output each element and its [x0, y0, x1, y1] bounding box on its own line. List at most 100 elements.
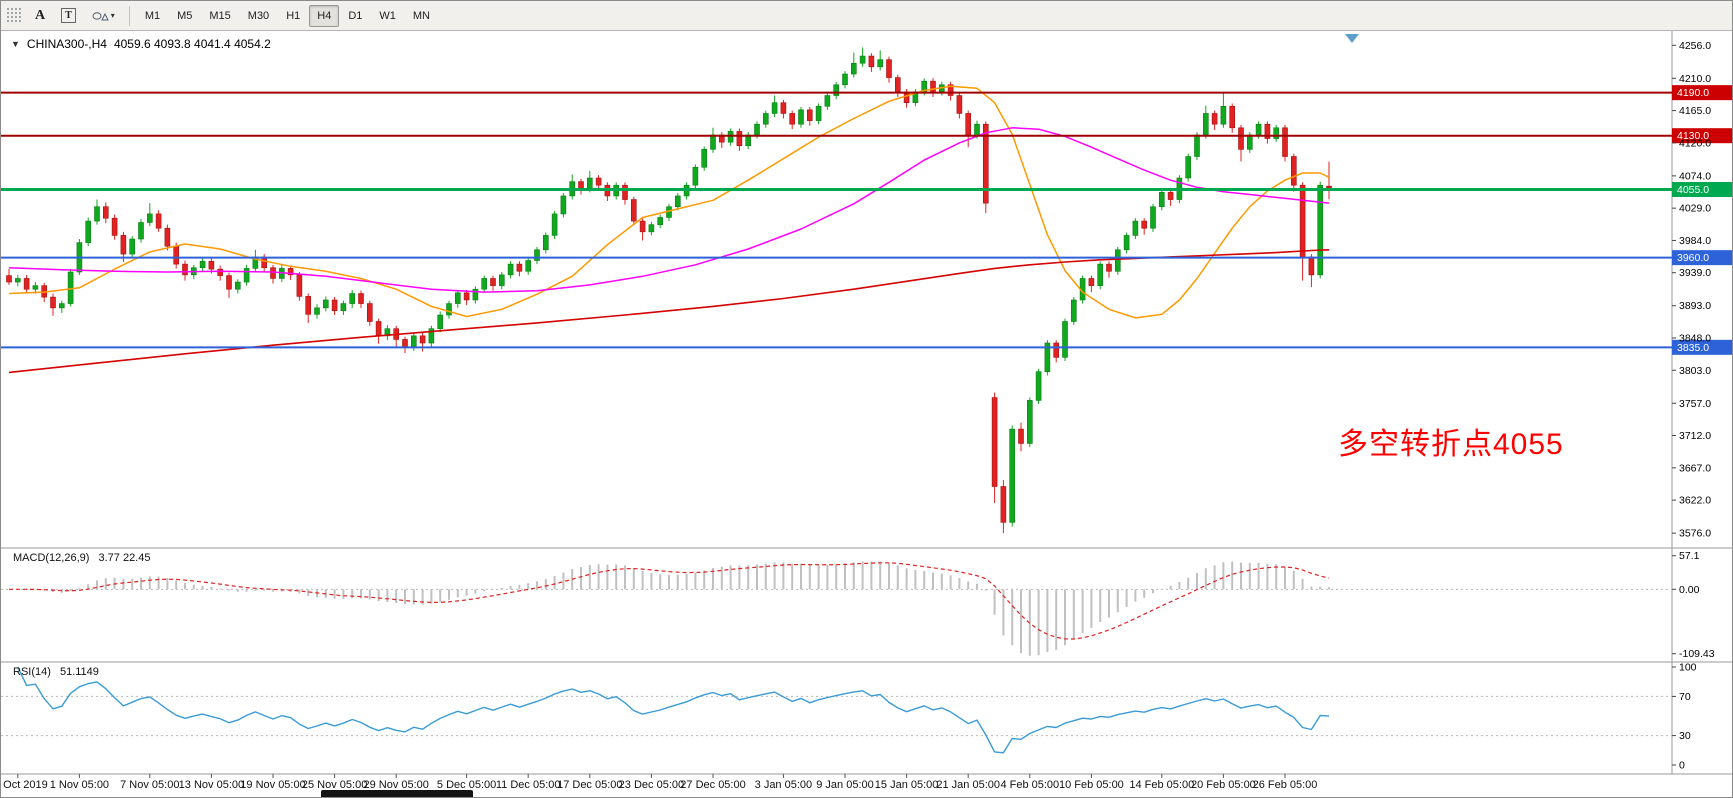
- candle-body: [982, 123, 989, 204]
- candle-body: [1097, 263, 1103, 286]
- candle-body: [1000, 486, 1007, 523]
- time-axis-label: 20 Feb 05:00: [1191, 779, 1256, 791]
- candle-body: [525, 260, 532, 272]
- timeframe-button-H1[interactable]: H1: [278, 5, 308, 27]
- timeframe-button-MN[interactable]: MN: [405, 5, 438, 27]
- candle-body: [1062, 321, 1068, 358]
- rsi-panel: 100 70 30 0: [1, 662, 1697, 772]
- price-axis-label: 4210.0: [1679, 73, 1711, 85]
- macd-axis-label: -109.43: [1679, 648, 1715, 660]
- candle-body: [1159, 192, 1165, 208]
- candle-body: [419, 335, 426, 344]
- candle-body: [1255, 123, 1262, 136]
- rsi-axis-label: 0: [1679, 760, 1685, 772]
- candle-body: [481, 278, 488, 290]
- price-axis: 4256.0 4210.0 4165.0 4120.0 4074.0 4029.0 3984…: [1672, 40, 1711, 540]
- text-label-tool-button[interactable]: T: [54, 5, 83, 27]
- rsi-indicator-label: RSI(14) 51.1149: [13, 666, 99, 678]
- price-tag-4130.0: [1672, 128, 1732, 144]
- candle-body: [410, 335, 417, 347]
- candle-body: [1211, 113, 1218, 125]
- timeframe-button-D1[interactable]: D1: [340, 5, 370, 27]
- timeframe-button-M5[interactable]: M5: [169, 5, 200, 27]
- time-axis-label: 26 Feb 05:00: [1253, 779, 1318, 791]
- candlesticks: [6, 47, 1332, 534]
- price-axis-label: 3848.0: [1679, 333, 1711, 345]
- candle-body: [833, 84, 840, 96]
- candle-body: [762, 113, 769, 125]
- timeframe-button-H4[interactable]: H4: [309, 4, 340, 27]
- text-tool-button[interactable]: A: [28, 5, 52, 27]
- price-axis-label: 3984.0: [1679, 235, 1711, 247]
- candle-body: [1044, 342, 1051, 373]
- candle-body: [727, 131, 734, 143]
- timeframe-button-M30[interactable]: M30: [240, 5, 277, 27]
- candle-body: [340, 303, 347, 312]
- candle-body: [1273, 127, 1279, 139]
- candle-body: [1264, 123, 1271, 139]
- candle-body: [815, 105, 822, 121]
- price-axis-label: 3893.0: [1679, 300, 1711, 312]
- toolbar-grip-icon[interactable]: [6, 7, 22, 24]
- chart-shift-marker-icon[interactable]: [1345, 34, 1359, 43]
- candle-body: [305, 296, 312, 315]
- candle-body: [1150, 206, 1156, 229]
- time-axis-label: 9 Jan 05:00: [816, 779, 874, 791]
- horizontal-levels: 4190.0 4130.0 4055.0 3960.0 3835.0: [1, 85, 1732, 355]
- candle-body: [15, 278, 21, 283]
- shapes-tool-button[interactable]: ▾: [85, 5, 122, 27]
- candle-body: [1203, 113, 1209, 136]
- candle-body: [358, 293, 364, 304]
- candle-body: [94, 206, 100, 222]
- candle-body: [217, 268, 223, 276]
- macd-axis-label: 0.00: [1679, 584, 1700, 596]
- candle-body: [886, 59, 892, 78]
- svg-text:4055.0: 4055.0: [1677, 184, 1709, 196]
- price-axis-label: 3712.0: [1679, 430, 1711, 442]
- candle-body: [67, 271, 74, 304]
- candle-body: [877, 59, 884, 68]
- candle-body: [6, 275, 12, 283]
- chart-menu-arrow-icon[interactable]: ▼: [11, 39, 20, 49]
- time-axis-label: 29 Nov 05:00: [363, 779, 428, 791]
- time-axis-label: 13 Nov 05:00: [179, 779, 244, 791]
- candle-body: [173, 245, 179, 265]
- svg-text:4130.0: 4130.0: [1677, 130, 1709, 142]
- price-axis-label: 3939.0: [1679, 267, 1711, 279]
- candle-body: [754, 123, 760, 136]
- candle-body: [842, 73, 848, 86]
- candle-body: [147, 213, 153, 223]
- candle-body: [1018, 428, 1024, 444]
- time-axis-label: 17 Dec 05:00: [557, 779, 622, 791]
- candle-body: [930, 80, 936, 93]
- timeframe-button-W1[interactable]: W1: [371, 5, 404, 27]
- panel-separators: [1, 31, 1732, 775]
- candle-body: [674, 195, 681, 208]
- time-axis-label: 25 Nov 05:00: [302, 779, 367, 791]
- candle-body: [806, 109, 813, 121]
- price-axis-label: 4165.0: [1679, 105, 1711, 117]
- time-axis-label: 1 Nov 05:00: [50, 779, 109, 791]
- timeframe-button-M15[interactable]: M15: [201, 5, 238, 27]
- shapes-icon: [92, 11, 109, 20]
- candle-body: [947, 84, 954, 96]
- ma-line-medium-magenta: [8, 127, 1330, 293]
- candle-body: [1088, 278, 1095, 286]
- candle-body: [1317, 184, 1323, 276]
- candle-body: [164, 227, 171, 247]
- chart-ohlc-values: 4059.6 4093.8 4041.4 4054.2: [113, 37, 271, 51]
- candle-body: [375, 321, 382, 337]
- candle-body: [798, 109, 804, 125]
- candle-body: [120, 235, 127, 255]
- candle-body: [974, 123, 980, 136]
- candle-body: [366, 303, 373, 322]
- candle-body: [32, 285, 39, 290]
- candle-body: [226, 275, 232, 290]
- candle-body: [595, 177, 602, 186]
- candle-body: [50, 296, 56, 309]
- price-axis-label: 3667.0: [1679, 462, 1711, 474]
- timeframe-button-M1[interactable]: M1: [137, 5, 168, 27]
- price-axis-label: 4029.0: [1679, 203, 1711, 215]
- price-axis-label: 3622.0: [1679, 495, 1711, 507]
- time-axis-label: 28 Oct 2019: [1, 779, 48, 791]
